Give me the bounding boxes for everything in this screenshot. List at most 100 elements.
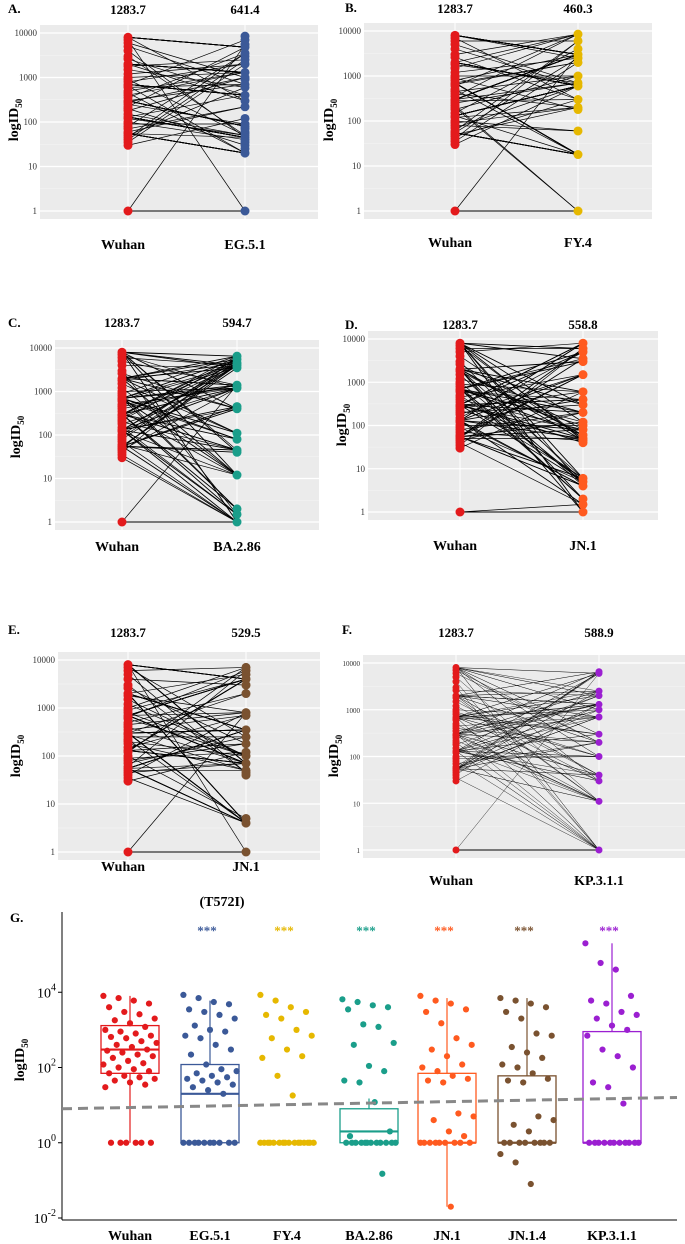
data-point xyxy=(518,1015,524,1021)
data-point xyxy=(197,1035,203,1041)
data-point xyxy=(154,1040,160,1046)
data-point xyxy=(584,1033,590,1039)
category-label: KP.3.1.1 xyxy=(574,874,624,889)
data-point xyxy=(509,1044,515,1050)
data-point xyxy=(467,1140,473,1146)
data-point xyxy=(370,1002,376,1008)
right-point xyxy=(579,508,588,517)
data-point xyxy=(630,1064,636,1070)
y-tick-label: 1000 xyxy=(34,387,53,397)
data-point xyxy=(125,1058,131,1064)
left-point xyxy=(453,777,460,784)
data-point xyxy=(110,1055,116,1061)
data-point xyxy=(186,1140,192,1146)
data-point xyxy=(590,1079,596,1085)
box-group xyxy=(257,992,316,1146)
data-point xyxy=(184,1076,190,1082)
data-point xyxy=(505,1077,511,1083)
data-point xyxy=(303,1009,309,1015)
data-point xyxy=(121,1073,127,1079)
data-point xyxy=(257,1140,263,1146)
data-point xyxy=(142,1024,148,1030)
y-axis-label-sub: 50 xyxy=(16,415,26,425)
data-point xyxy=(507,1140,513,1146)
y-tick-label: 1000 xyxy=(19,73,38,83)
category-label: FY.4 xyxy=(564,236,592,251)
data-point xyxy=(349,1140,355,1146)
data-point xyxy=(152,1015,158,1021)
y-axis-label: logID50 xyxy=(9,415,26,458)
left-point xyxy=(124,848,133,857)
right-point xyxy=(241,207,250,216)
data-point xyxy=(106,1004,112,1010)
data-point xyxy=(535,1113,541,1119)
right-point xyxy=(574,207,583,216)
data-point xyxy=(387,1128,393,1134)
data-point xyxy=(499,1061,505,1067)
y-tick-label: 10 xyxy=(353,800,361,808)
data-point xyxy=(524,1049,530,1055)
box xyxy=(583,1032,641,1143)
data-point xyxy=(513,997,519,1003)
data-point xyxy=(127,1079,133,1085)
gmt-label: 460.3 xyxy=(563,1,593,16)
category-label: Wuhan xyxy=(95,540,139,555)
data-point xyxy=(530,1070,536,1076)
data-point xyxy=(545,1076,551,1082)
category-label: Wuhan xyxy=(101,238,145,253)
category-label: Wuhan xyxy=(428,236,472,251)
y-axis-label: logID50 xyxy=(322,98,339,141)
data-point xyxy=(116,995,122,1001)
data-point xyxy=(307,1140,313,1146)
panel-E: 110100100010000 xyxy=(33,652,321,860)
data-point xyxy=(592,1140,598,1146)
data-point xyxy=(423,1009,429,1015)
data-point xyxy=(355,999,361,1005)
panel-letter: G. xyxy=(10,910,23,925)
left-point xyxy=(124,207,133,216)
y-axis-label-main: logID xyxy=(9,744,24,777)
right-point xyxy=(241,60,250,69)
right-point xyxy=(596,777,603,784)
data-point xyxy=(497,995,503,1001)
data-point xyxy=(615,1053,621,1059)
y-axis-label-sub: 50 xyxy=(342,403,352,413)
right-point xyxy=(596,847,603,854)
data-point xyxy=(144,1046,150,1052)
data-point xyxy=(448,1204,454,1210)
gmt-label: 558.8 xyxy=(568,317,598,332)
y-axis-label-main: logID xyxy=(327,744,342,777)
data-point xyxy=(123,1035,129,1041)
category-label: EG.5.1 xyxy=(224,238,265,253)
data-point xyxy=(417,993,423,999)
data-point xyxy=(425,1077,431,1083)
data-point xyxy=(192,1140,198,1146)
data-point xyxy=(374,1140,380,1146)
data-point xyxy=(273,997,279,1003)
y-axis-label-main: logID xyxy=(9,425,24,458)
data-point xyxy=(228,1046,234,1052)
data-point xyxy=(356,1079,362,1085)
data-point xyxy=(192,1022,198,1028)
data-point xyxy=(351,1042,357,1048)
y-tick-label: 1000 xyxy=(343,71,362,81)
y-tick-label: 10000 xyxy=(15,28,38,38)
right-point xyxy=(574,150,583,159)
y-tick-label: 10 xyxy=(43,474,53,484)
data-point xyxy=(267,1140,273,1146)
gmt-label: 1283.7 xyxy=(104,315,140,330)
gmt-label: 1283.7 xyxy=(110,2,146,17)
y-axis-label: logID50 xyxy=(13,1038,30,1081)
right-point xyxy=(579,438,588,447)
right-point xyxy=(233,510,242,519)
data-point xyxy=(207,1027,213,1033)
category-label: FY.4 xyxy=(273,1229,301,1244)
data-point xyxy=(284,1046,290,1052)
data-point xyxy=(391,1040,397,1046)
data-point xyxy=(375,1024,381,1030)
data-point xyxy=(136,1074,142,1080)
y-axis-label-sub: 50 xyxy=(20,1038,30,1048)
data-point xyxy=(218,1066,224,1072)
data-point xyxy=(220,1091,226,1097)
right-point xyxy=(242,819,251,828)
